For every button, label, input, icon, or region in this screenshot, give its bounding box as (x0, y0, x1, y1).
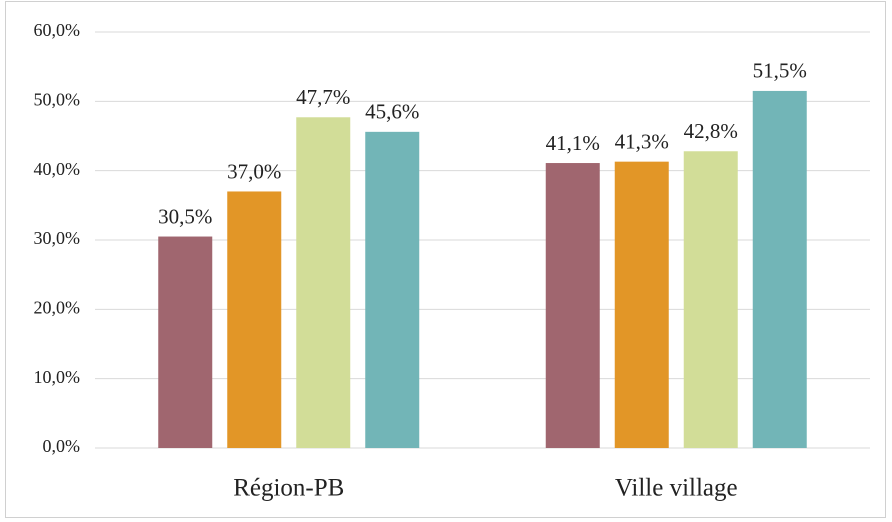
y-tick-label: 60,0% (34, 20, 81, 40)
y-tick-label: 20,0% (34, 297, 81, 317)
value-label: 41,3% (615, 129, 669, 153)
y-tick-label: 0,0% (43, 436, 81, 456)
y-tick-label: 10,0% (34, 367, 81, 387)
bar (752, 90, 807, 448)
bar (227, 191, 282, 448)
value-label: 51,5% (753, 59, 807, 83)
chart-border (5, 1, 886, 518)
y-tick-label: 40,0% (34, 159, 81, 179)
bar (158, 236, 213, 448)
value-label: 42,8% (684, 119, 738, 143)
value-label: 37,0% (227, 159, 281, 183)
value-label: 41,1% (546, 131, 600, 155)
y-tick-label: 50,0% (34, 89, 81, 109)
bar (365, 131, 420, 448)
bar (683, 151, 738, 448)
value-label: 30,5% (158, 204, 212, 228)
x-tick-label: Ville village (615, 475, 738, 502)
value-label: 47,7% (296, 85, 350, 109)
x-tick-label: Région-PB (233, 475, 344, 502)
bar (614, 161, 669, 449)
bar (545, 163, 600, 449)
value-label: 45,6% (365, 100, 419, 124)
bar (296, 117, 351, 448)
y-tick-label: 30,0% (34, 228, 81, 248)
